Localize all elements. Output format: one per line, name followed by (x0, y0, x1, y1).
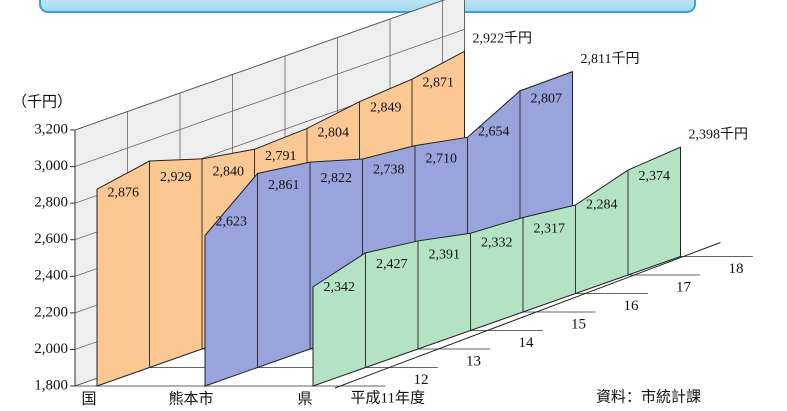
data-label: 2,427 (376, 257, 408, 272)
y-tick-label: 1,800 (34, 377, 68, 393)
data-label: 2,849 (370, 101, 402, 116)
data-label: 2,804 (318, 125, 350, 140)
data-label: 2,871 (423, 75, 455, 90)
data-label: 2,623 (216, 215, 248, 230)
y-tick-label: 3,000 (34, 158, 68, 174)
data-label: 2,791 (265, 149, 297, 164)
x-axis (334, 242, 721, 389)
data-label: 2,391 (429, 247, 461, 262)
series-label: 県 (297, 391, 312, 407)
data-label: 2,284 (586, 198, 618, 213)
data-label: 2,398千円 (689, 126, 749, 142)
data-label: 2,710 (426, 152, 458, 167)
x-tick-label: 平成11年度 (351, 389, 425, 406)
y-tick-label: 2,600 (34, 231, 68, 247)
y-tick-label: 2,800 (34, 195, 68, 211)
data-label: 2,922千円 (473, 31, 533, 47)
data-label: 2,807 (531, 91, 563, 106)
data-label: 2,929 (160, 170, 192, 185)
y-tick-label: 2,000 (34, 341, 68, 357)
x-tick-label: 14 (519, 335, 535, 351)
grid-line (74, 0, 445, 131)
data-label: 2,654 (478, 124, 510, 139)
data-label: 2,840 (213, 164, 245, 179)
y-tick-label: 3,200 (34, 121, 68, 137)
source-note: 資料：市統計課 (596, 388, 701, 405)
x-tick-label: 15 (571, 316, 586, 332)
x-tick-label: 16 (624, 298, 640, 314)
x-tick-label: 18 (729, 261, 744, 277)
grid-line (74, 28, 465, 167)
data-label: 2,332 (481, 236, 513, 251)
banner (39, 0, 696, 13)
series-label: 熊本市 (168, 390, 213, 407)
data-label: 2,342 (324, 280, 356, 295)
data-label: 2,876 (108, 185, 140, 200)
y-axis-label: （千円） (12, 93, 72, 110)
x-tick-label: 13 (466, 353, 481, 369)
data-label: 2,317 (534, 221, 566, 236)
data-label: 2,811千円 (581, 51, 640, 67)
y-tick-label: 2,400 (34, 268, 68, 284)
series-label: 国 (81, 390, 96, 407)
y-tick-label: 2,200 (34, 304, 68, 320)
data-label: 2,861 (268, 178, 300, 193)
data-label: 2,374 (639, 169, 671, 184)
x-tick-label: 12 (414, 372, 429, 388)
data-label: 2,738 (373, 163, 405, 178)
x-tick-label: 17 (676, 279, 692, 295)
data-label: 2,822 (321, 171, 353, 186)
